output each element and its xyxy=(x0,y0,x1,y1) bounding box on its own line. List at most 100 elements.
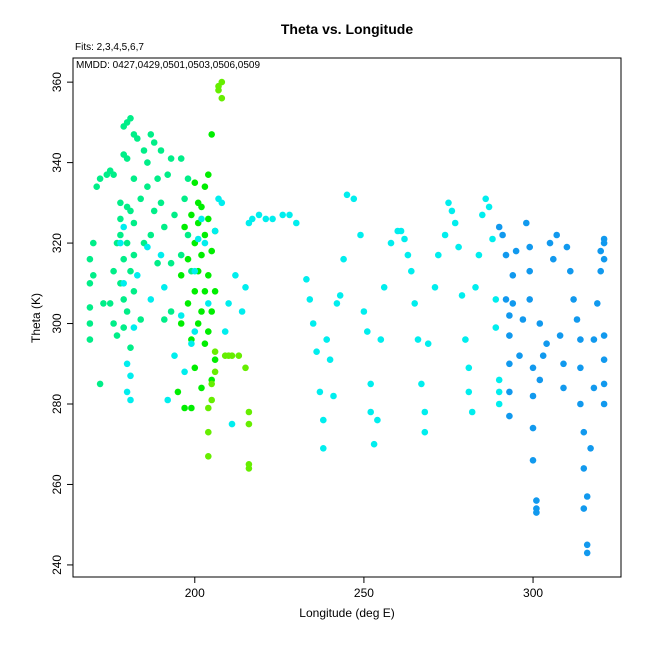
data-point-0-53 xyxy=(154,175,161,182)
data-point-1-20 xyxy=(198,203,205,211)
data-point-3-85 xyxy=(462,336,469,343)
data-point-4-15 xyxy=(526,243,533,251)
data-point-4-45 xyxy=(583,541,591,549)
data-point-4-39 xyxy=(577,336,584,343)
data-point-0-27 xyxy=(120,324,127,331)
data-point-1-30 xyxy=(208,308,215,315)
data-point-1-4 xyxy=(181,223,188,231)
y-axis: 240 260 280 300 320 340 360 xyxy=(50,72,73,575)
data-point-3-14 xyxy=(171,352,178,360)
data-point-4-42 xyxy=(580,428,588,436)
data-point-3-38 xyxy=(279,211,287,219)
data-point-0-59 xyxy=(164,171,171,178)
data-point-3-72 xyxy=(414,336,422,343)
y-tick-label-5: 340 xyxy=(50,152,64,172)
data-point-0-29 xyxy=(123,155,131,162)
data-point-3-26 xyxy=(218,199,226,207)
data-point-3-42 xyxy=(306,296,314,303)
data-point-4-9 xyxy=(509,272,517,279)
data-point-1-1 xyxy=(177,320,185,327)
data-point-3-29 xyxy=(228,420,236,428)
data-point-3-41 xyxy=(303,276,310,283)
data-point-1-29 xyxy=(205,171,212,178)
data-point-3-62 xyxy=(374,416,381,424)
data-point-1-31 xyxy=(208,247,215,255)
data-point-4-24 xyxy=(533,509,540,516)
data-point-4-31 xyxy=(553,231,560,239)
data-point-1-34 xyxy=(211,288,219,295)
mmdd-label: MMDD: 0427,0429,0501,0503,0506,0509 xyxy=(76,60,260,71)
data-point-3-4 xyxy=(123,388,131,396)
data-point-0-55 xyxy=(157,147,165,154)
data-point-0-51 xyxy=(150,207,158,215)
data-point-3-36 xyxy=(262,215,270,223)
data-point-0-10 xyxy=(100,300,107,307)
data-point-0-32 xyxy=(123,308,131,315)
data-point-0-0 xyxy=(86,336,94,343)
data-point-3-77 xyxy=(431,284,439,291)
data-point-4-2 xyxy=(502,251,510,259)
data-point-0-33 xyxy=(127,115,134,122)
data-point-4-55 xyxy=(600,239,608,247)
data-point-3-37 xyxy=(269,215,276,223)
data-point-0-22 xyxy=(117,231,124,239)
data-point-4-46 xyxy=(583,549,591,557)
data-point-0-57 xyxy=(161,223,168,231)
data-point-0-6 xyxy=(90,239,97,247)
data-point-3-24 xyxy=(211,227,219,235)
data-point-3-70 xyxy=(408,267,415,275)
data-point-3-91 xyxy=(479,211,486,219)
data-point-0-3 xyxy=(86,280,94,287)
data-point-0-42 xyxy=(134,135,141,142)
data-point-4-50 xyxy=(590,336,598,343)
data-point-4-22 xyxy=(533,497,540,504)
data-point-0-52 xyxy=(150,139,158,146)
data-point-3-49 xyxy=(326,356,334,364)
data-point-3-44 xyxy=(313,348,320,356)
chart-title: Theta vs. Longitude xyxy=(281,21,413,37)
data-point-2-17 xyxy=(245,408,253,416)
data-point-3-11 xyxy=(157,251,165,259)
data-point-3-9 xyxy=(144,243,151,251)
data-point-4-53 xyxy=(597,247,604,255)
data-point-4-44 xyxy=(580,505,588,512)
data-point-4-12 xyxy=(516,352,523,360)
data-point-0-1 xyxy=(86,320,94,327)
data-point-4-48 xyxy=(587,445,594,452)
data-point-4-5 xyxy=(506,332,513,339)
data-point-3-58 xyxy=(364,328,371,335)
y-tick-label-6: 360 xyxy=(50,72,64,92)
data-point-4-58 xyxy=(600,356,608,364)
data-point-3-1 xyxy=(120,223,127,231)
data-point-3-23 xyxy=(205,300,212,307)
data-point-3-67 xyxy=(397,227,405,235)
data-point-2-16 xyxy=(245,420,253,428)
data-point-4-3 xyxy=(502,296,510,303)
data-point-4-27 xyxy=(539,352,547,360)
data-point-3-52 xyxy=(336,292,344,299)
data-point-3-83 xyxy=(455,243,462,251)
data-point-4-8 xyxy=(506,412,513,420)
data-point-1-36 xyxy=(211,356,219,364)
data-point-1-26 xyxy=(205,328,212,335)
data-point-0-13 xyxy=(106,300,114,307)
data-point-0-9 xyxy=(96,380,104,388)
data-point-3-80 xyxy=(445,199,452,207)
data-point-3-40 xyxy=(293,219,300,227)
data-point-2-0 xyxy=(205,453,212,460)
data-point-3-27 xyxy=(221,328,229,335)
y-tick-label-2: 280 xyxy=(50,394,64,414)
data-point-1-7 xyxy=(188,404,195,412)
data-point-3-89 xyxy=(472,284,479,291)
data-point-0-61 xyxy=(167,259,175,267)
data-point-4-19 xyxy=(529,392,537,400)
data-point-4-20 xyxy=(529,424,537,432)
data-point-3-56 xyxy=(357,231,364,239)
data-point-4-26 xyxy=(536,376,544,384)
data-point-0-5 xyxy=(90,272,97,279)
data-point-1-24 xyxy=(201,231,209,239)
data-point-2-2 xyxy=(205,404,212,412)
data-point-3-97 xyxy=(495,376,503,384)
y-tick-label-4: 320 xyxy=(50,233,64,253)
